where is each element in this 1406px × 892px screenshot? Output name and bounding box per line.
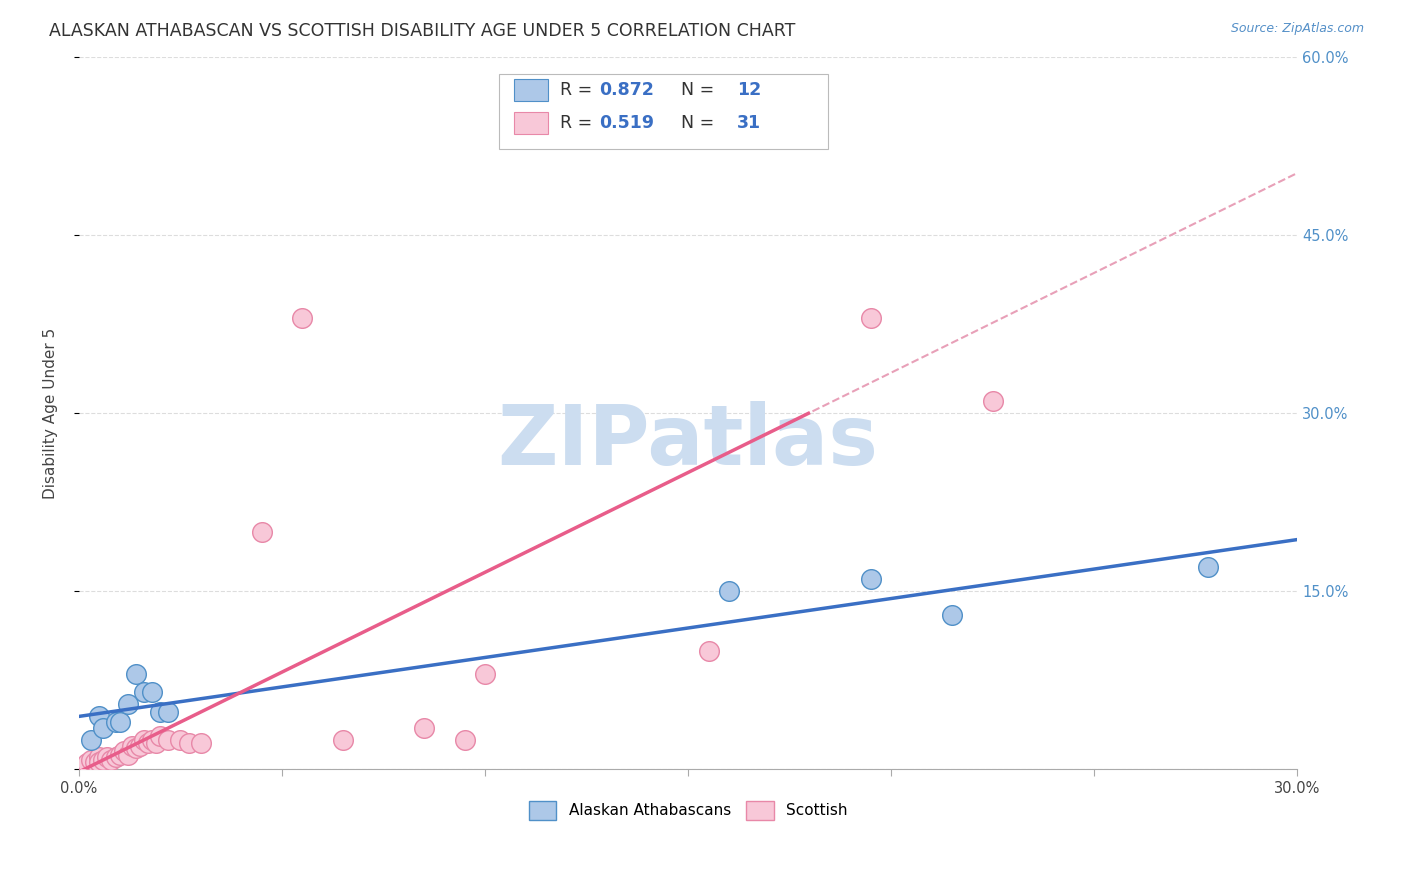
Point [100, 753, 122, 767]
Point [108, 747, 131, 762]
Point [859, 572, 882, 586]
Point [332, 732, 354, 747]
Text: 12: 12 [737, 81, 761, 99]
Bar [515, 79, 548, 101]
Text: N =: N = [669, 114, 720, 132]
Point [132, 685, 155, 699]
Point [291, 310, 314, 325]
Point [132, 732, 155, 747]
Legend: Alaskan Athabascans, Scottish: Alaskan Athabascans, Scottish [523, 795, 853, 826]
Point [145, 736, 167, 750]
Point [717, 584, 740, 599]
Point [91, 753, 114, 767]
Point [76, 756, 98, 771]
Point [157, 732, 180, 747]
Point [190, 736, 212, 750]
Point [89, 750, 111, 764]
Text: R =: R = [560, 81, 598, 99]
Point [250, 524, 273, 539]
Text: 0.872: 0.872 [599, 81, 654, 99]
Point [91, 721, 114, 735]
Text: 0.519: 0.519 [599, 114, 654, 132]
Point [89, 755, 111, 769]
Point [177, 736, 200, 750]
Point [981, 394, 1004, 409]
FancyBboxPatch shape [499, 75, 828, 149]
Point [117, 697, 139, 711]
Point [1197, 560, 1219, 574]
Point [149, 729, 172, 743]
Point [84, 755, 107, 769]
Point [104, 714, 127, 729]
Point [941, 607, 963, 622]
Point [112, 744, 135, 758]
Point [128, 739, 150, 753]
Point [104, 750, 127, 764]
Text: ALASKAN ATHABASCAN VS SCOTTISH DISABILITY AGE UNDER 5 CORRELATION CHART: ALASKAN ATHABASCAN VS SCOTTISH DISABILIT… [49, 22, 796, 40]
Point [149, 706, 172, 720]
Bar [515, 112, 548, 134]
Y-axis label: Disability Age Under 5: Disability Age Under 5 [44, 327, 58, 499]
Point [125, 667, 148, 681]
Point [697, 643, 720, 657]
Point [141, 732, 163, 747]
Text: 31: 31 [737, 114, 761, 132]
Point [96, 750, 118, 764]
Point [454, 732, 477, 747]
Point [859, 310, 882, 325]
Text: R =: R = [560, 114, 598, 132]
Point [117, 747, 139, 762]
Point [125, 740, 148, 755]
Point [80, 732, 103, 747]
Point [108, 714, 131, 729]
Text: Source: ZipAtlas.com: Source: ZipAtlas.com [1230, 22, 1364, 36]
Point [80, 753, 103, 767]
Point [141, 685, 163, 699]
Point [474, 667, 496, 681]
Point [89, 709, 111, 723]
Point [136, 736, 159, 750]
Point [779, 109, 801, 123]
Point [121, 739, 143, 753]
Text: ZIPatlas: ZIPatlas [498, 401, 879, 482]
Point [413, 721, 436, 735]
Text: N =: N = [669, 81, 720, 99]
Point [169, 732, 191, 747]
Point [157, 706, 180, 720]
